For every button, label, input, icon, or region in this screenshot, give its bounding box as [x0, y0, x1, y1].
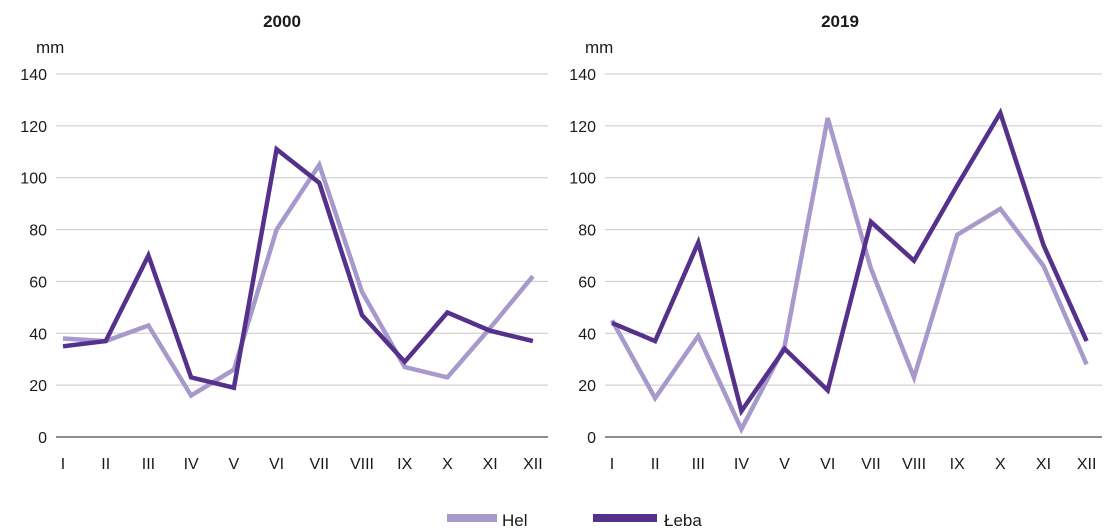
y-tick-label: 120	[569, 119, 596, 136]
x-tick-label: XII	[1077, 456, 1097, 473]
y-tick-label: 140	[20, 67, 47, 84]
x-tick-label: X	[442, 456, 453, 473]
y-tick-label: 0	[38, 430, 47, 447]
legend-label-leba: Łeba	[664, 511, 702, 528]
legend-swatch-hel	[447, 514, 497, 522]
x-tick-label: XI	[1036, 456, 1051, 473]
x-tick-label: X	[995, 456, 1006, 473]
x-tick-label: VIII	[902, 456, 926, 473]
y-tick-label: 100	[20, 171, 47, 188]
x-tick-label: VI	[269, 456, 284, 473]
x-tick-label: V	[229, 456, 240, 473]
x-tick-label: III	[692, 456, 705, 473]
y-tick-label: 40	[29, 326, 47, 343]
x-tick-label: III	[142, 456, 155, 473]
series-line-hel	[62, 159, 535, 399]
series-line-leba	[611, 107, 1089, 417]
chart-title: 2000	[263, 12, 301, 31]
x-tick-label: VII	[310, 456, 330, 473]
y-tick-label: 80	[578, 223, 596, 240]
y-tick-label: 60	[29, 274, 47, 291]
y-tick-label: 20	[29, 378, 47, 395]
x-tick-label: VII	[861, 456, 881, 473]
x-tick-label: IX	[950, 456, 965, 473]
x-tick-label: XII	[523, 456, 543, 473]
y-axis-unit-label: mm	[36, 38, 64, 57]
x-tick-label: XI	[483, 456, 498, 473]
y-tick-label: 100	[569, 171, 596, 188]
series-line-leba	[62, 145, 534, 391]
y-tick-label: 0	[587, 430, 596, 447]
series-line-hel	[610, 117, 1089, 435]
x-tick-label: VIII	[350, 456, 374, 473]
legend-label-hel: Hel	[502, 511, 528, 528]
chart-title: 2019	[821, 12, 859, 31]
x-tick-label: I	[61, 456, 65, 473]
y-tick-label: 120	[20, 119, 47, 136]
x-tick-label: IV	[184, 456, 199, 473]
y-tick-label: 140	[569, 67, 596, 84]
x-tick-label: II	[651, 456, 660, 473]
y-tick-label: 40	[578, 326, 596, 343]
y-tick-label: 60	[578, 274, 596, 291]
y-tick-label: 20	[578, 378, 596, 395]
legend-swatch-leba	[593, 514, 657, 522]
x-tick-label: IV	[734, 456, 749, 473]
x-tick-label: VI	[820, 456, 835, 473]
x-tick-label: II	[101, 456, 110, 473]
y-tick-label: 80	[29, 223, 47, 240]
x-tick-label: IX	[397, 456, 412, 473]
x-tick-label: V	[779, 456, 790, 473]
x-tick-label: I	[610, 456, 614, 473]
y-axis-unit-label: mm	[585, 38, 613, 57]
